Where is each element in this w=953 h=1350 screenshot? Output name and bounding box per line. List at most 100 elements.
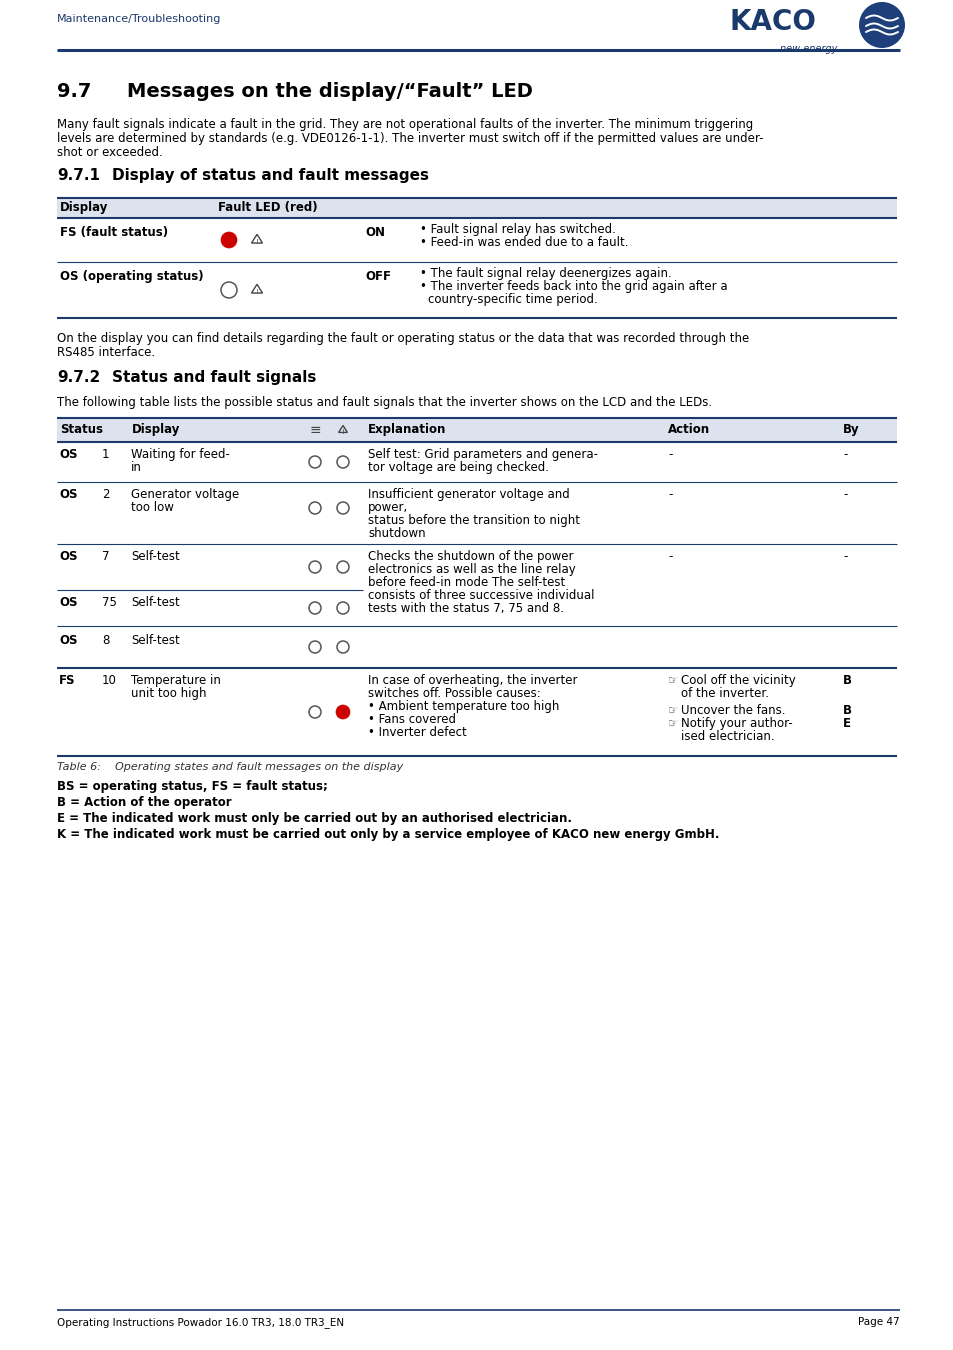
Text: Messages on the display/“Fault” LED: Messages on the display/“Fault” LED — [127, 82, 533, 101]
Text: OS: OS — [59, 634, 77, 647]
Text: ised electrician.: ised electrician. — [680, 730, 774, 742]
Text: On the display you can find details regarding the fault or operating status or t: On the display you can find details rega… — [57, 332, 748, 346]
Text: ☞: ☞ — [667, 703, 678, 717]
Text: OS: OS — [59, 487, 77, 501]
Text: Self-test: Self-test — [131, 595, 179, 609]
Text: OS: OS — [59, 549, 77, 563]
Text: 75: 75 — [102, 595, 117, 609]
Text: too low: too low — [131, 501, 173, 514]
Ellipse shape — [858, 1, 904, 49]
Text: !: ! — [341, 428, 344, 435]
Text: of the inverter.: of the inverter. — [680, 687, 768, 701]
Text: 9.7: 9.7 — [57, 82, 91, 101]
Text: power,: power, — [368, 501, 408, 514]
Text: • Inverter defect: • Inverter defect — [368, 726, 466, 738]
Text: ☞: ☞ — [667, 717, 678, 730]
Text: • Ambient temperature too high: • Ambient temperature too high — [368, 701, 558, 713]
Text: Display: Display — [132, 423, 180, 436]
Text: Maintenance/Troubleshooting: Maintenance/Troubleshooting — [57, 14, 221, 24]
Text: • Feed-in was ended due to a fault.: • Feed-in was ended due to a fault. — [419, 236, 628, 248]
Text: 9.7.1: 9.7.1 — [57, 167, 100, 184]
Text: Generator voltage: Generator voltage — [131, 487, 239, 501]
Bar — [57, 198, 896, 217]
Text: levels are determined by standards (e.g. VDE0126-1-1). The inverter must switch : levels are determined by standards (e.g.… — [57, 132, 762, 144]
Text: Waiting for feed-: Waiting for feed- — [131, 448, 230, 460]
Text: country-specific time period.: country-specific time period. — [428, 293, 598, 306]
Circle shape — [335, 705, 350, 720]
Text: B = Action of the operator: B = Action of the operator — [57, 796, 232, 809]
Text: In case of overheating, the inverter: In case of overheating, the inverter — [368, 674, 577, 687]
Text: Self-test: Self-test — [131, 634, 179, 647]
Text: Many fault signals indicate a fault in the grid. They are not operational faults: Many fault signals indicate a fault in t… — [57, 117, 753, 131]
Text: Table 6:    Operating states and fault messages on the display: Table 6: Operating states and fault mess… — [57, 761, 403, 772]
Text: before feed-in mode The self-test: before feed-in mode The self-test — [368, 576, 565, 589]
Text: Status: Status — [60, 423, 103, 436]
Text: Cool off the vicinity: Cool off the vicinity — [680, 674, 795, 687]
Text: E = The indicated work must only be carried out by an authorised electrician.: E = The indicated work must only be carr… — [57, 811, 572, 825]
Text: Temperature in: Temperature in — [131, 674, 221, 687]
Text: FS (fault status): FS (fault status) — [60, 225, 168, 239]
Text: The following table lists the possible status and fault signals that the inverte: The following table lists the possible s… — [57, 396, 711, 409]
Text: E: E — [842, 717, 850, 730]
Text: Self-test: Self-test — [131, 549, 179, 563]
Text: 1: 1 — [102, 448, 110, 460]
Text: ON: ON — [365, 225, 385, 239]
Text: B: B — [842, 703, 851, 717]
Text: B: B — [842, 674, 851, 687]
Text: Notify your author-: Notify your author- — [680, 717, 792, 730]
Text: -: - — [842, 487, 846, 501]
Text: -: - — [667, 448, 672, 460]
Text: 2: 2 — [102, 487, 110, 501]
Text: OS (operating status): OS (operating status) — [60, 270, 203, 284]
Text: 10: 10 — [102, 674, 117, 687]
Text: ≡: ≡ — [309, 423, 320, 437]
Text: status before the transition to night: status before the transition to night — [368, 514, 579, 526]
Text: shot or exceeded.: shot or exceeded. — [57, 146, 163, 159]
Text: Status and fault signals: Status and fault signals — [112, 370, 316, 385]
Text: in: in — [131, 460, 142, 474]
Text: RS485 interface.: RS485 interface. — [57, 346, 155, 359]
Text: KACO: KACO — [729, 8, 816, 36]
Text: switches off. Possible causes:: switches off. Possible causes: — [368, 687, 540, 701]
Text: Uncover the fans.: Uncover the fans. — [680, 703, 784, 717]
Text: 9.7.2: 9.7.2 — [57, 370, 100, 385]
Text: -: - — [667, 487, 672, 501]
Text: Explanation: Explanation — [368, 423, 446, 436]
Text: tests with the status 7, 75 and 8.: tests with the status 7, 75 and 8. — [368, 602, 563, 616]
Text: Checks the shutdown of the power: Checks the shutdown of the power — [368, 549, 573, 563]
Text: tor voltage are being checked.: tor voltage are being checked. — [368, 460, 548, 474]
Text: Page 47: Page 47 — [858, 1318, 899, 1327]
Text: OFF: OFF — [365, 270, 391, 284]
Text: new energy.: new energy. — [780, 45, 839, 54]
Text: consists of three successive individual: consists of three successive individual — [368, 589, 594, 602]
Text: FS: FS — [59, 674, 75, 687]
Text: electronics as well as the line relay: electronics as well as the line relay — [368, 563, 576, 576]
Text: -: - — [667, 549, 672, 563]
Text: BS = operating status, FS = fault status;: BS = operating status, FS = fault status… — [57, 780, 328, 792]
Text: Display: Display — [60, 201, 109, 215]
Text: shutdown: shutdown — [368, 526, 425, 540]
Text: • Fans covered: • Fans covered — [368, 713, 456, 726]
Text: -: - — [842, 448, 846, 460]
Text: Fault LED (red): Fault LED (red) — [218, 201, 317, 215]
Text: -: - — [842, 549, 846, 563]
Text: OS: OS — [59, 448, 77, 460]
Text: unit too high: unit too high — [131, 687, 206, 701]
Circle shape — [221, 232, 236, 248]
Text: Self test: Grid parameters and genera-: Self test: Grid parameters and genera- — [368, 448, 598, 460]
Text: By: By — [842, 423, 859, 436]
Text: 8: 8 — [102, 634, 110, 647]
Text: !: ! — [255, 289, 258, 294]
Text: K = The indicated work must be carried out only by a service employee of KACO ne: K = The indicated work must be carried o… — [57, 828, 719, 841]
Text: • The fault signal relay deenergizes again.: • The fault signal relay deenergizes aga… — [419, 267, 671, 279]
Text: Operating Instructions Powador 16.0 TR3, 18.0 TR3_EN: Operating Instructions Powador 16.0 TR3,… — [57, 1318, 344, 1328]
Text: Action: Action — [667, 423, 709, 436]
Text: Insufficient generator voltage and: Insufficient generator voltage and — [368, 487, 569, 501]
Text: ☞: ☞ — [667, 674, 678, 687]
Text: Display of status and fault messages: Display of status and fault messages — [112, 167, 429, 184]
Text: 7: 7 — [102, 549, 110, 563]
Text: OS: OS — [59, 595, 77, 609]
Text: • The inverter feeds back into the grid again after a: • The inverter feeds back into the grid … — [419, 279, 727, 293]
Text: • Fault signal relay has switched.: • Fault signal relay has switched. — [419, 223, 616, 236]
Text: !: ! — [255, 239, 258, 244]
